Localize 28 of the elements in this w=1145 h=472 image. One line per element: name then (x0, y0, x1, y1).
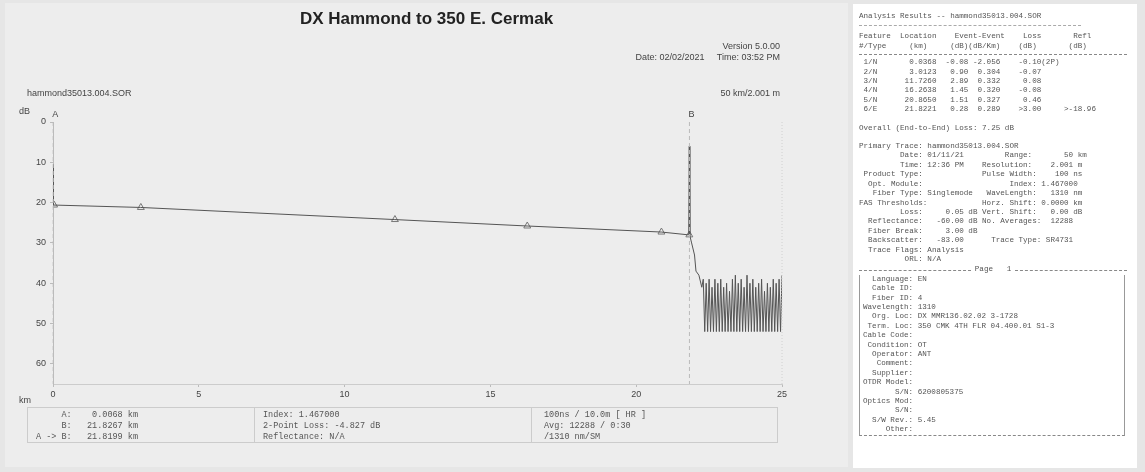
y-axis-title: dB (19, 106, 31, 116)
x-tick-label: 25 (776, 388, 788, 399)
text: A: 0.0068 km B: 21.8267 km A -> B: 21.8199 km (36, 410, 139, 442)
text: Version 5.0.00 Date: 02/02/2021 Time: 03:52 PM (635, 41, 780, 63)
x-tick-label: 5 (196, 388, 202, 399)
y-tick-label: 40 (35, 277, 46, 288)
x-tick-label: 15 (485, 388, 496, 399)
y-tick-label: 10 (35, 156, 46, 167)
x-axis-title: km (19, 395, 31, 405)
point (136, 202, 145, 210)
y-tick-label: 0 (40, 116, 46, 127)
text: hammond35013.004.SOR (27, 88, 132, 98)
x-tick-label: 20 (631, 388, 642, 399)
ref-line-label: A (52, 109, 59, 119)
y-tick-label: 50 (35, 318, 46, 329)
y-tick-label: 30 (35, 237, 46, 248)
chart-title: DX Hammond to 350 E. Cermak (298, 9, 555, 29)
x-tick-label: 10 (339, 388, 350, 399)
y-tick-label: 60 (35, 358, 46, 369)
ref-line-label: B (688, 109, 695, 119)
text: 100ns / 10.0m [ HR ] Avg: 12288 / 0:30 /1310 nm/SM (532, 407, 778, 443)
point (390, 215, 399, 223)
text: 50 km/2.001 m (720, 88, 780, 98)
y-tick-label: 20 (35, 197, 46, 208)
point (523, 221, 532, 229)
x-tick-label: 0 (50, 388, 56, 399)
point (657, 227, 666, 235)
text: Index: 1.467000 2-Point Loss: -4.827 dB Reflectance: N/A (254, 407, 532, 443)
